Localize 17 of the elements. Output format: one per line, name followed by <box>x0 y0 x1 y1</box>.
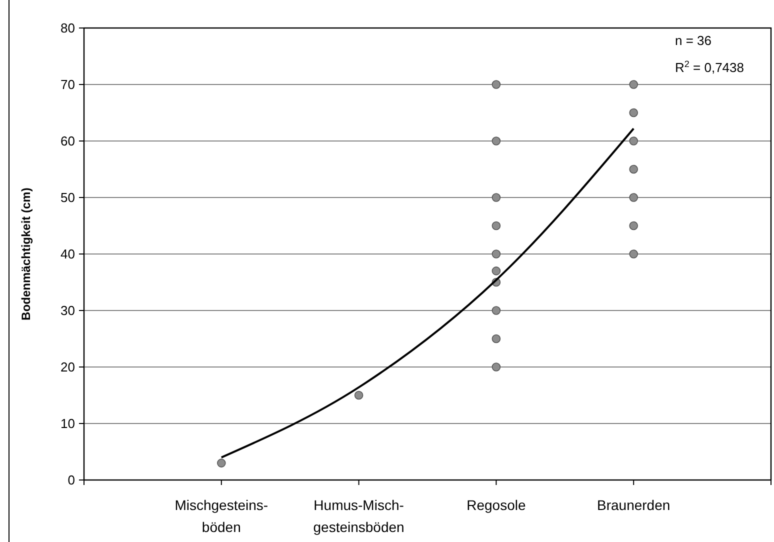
x-tick-label: Braunerden <box>597 497 670 513</box>
y-tick-label: 70 <box>60 77 75 92</box>
y-tick-label: 30 <box>60 303 75 318</box>
y-tick-label: 60 <box>60 134 75 149</box>
y-tick-label: 50 <box>60 190 75 206</box>
line-series <box>220 128 635 458</box>
x-tick-label: Regosole <box>466 497 526 513</box>
y-tick-label: 40 <box>60 246 75 262</box>
y-tick-label: 20 <box>60 360 75 375</box>
annotation: R$^{2}$ = 0,7438 <box>675 59 744 75</box>
y-tick-label: 80 <box>60 20 75 36</box>
annotation: n = 36 <box>675 33 712 48</box>
y-tick-label: 0 <box>68 472 75 488</box>
x-tick-label: Humus-Misch- gesteinsböden <box>313 497 404 535</box>
y-tick-label: 10 <box>60 416 75 432</box>
x-tick-label: Mischgesteins- böden <box>174 497 268 535</box>
y-axis-title: Bodenmächtigkeit (cm) <box>19 188 33 320</box>
